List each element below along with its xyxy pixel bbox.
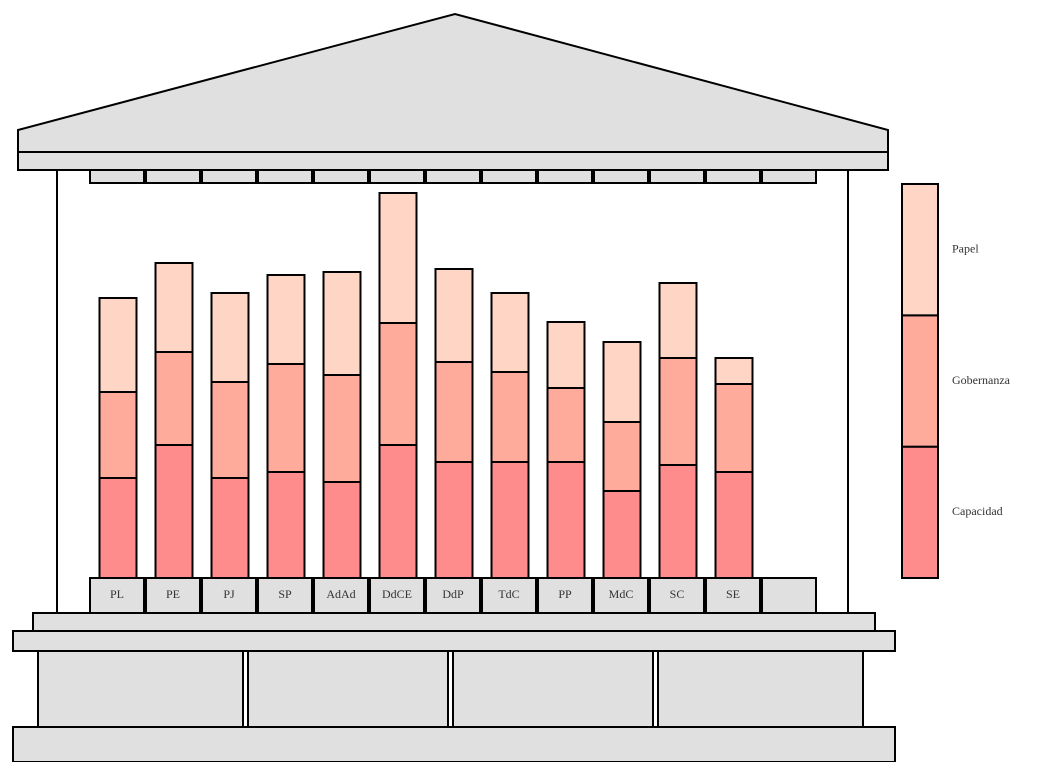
bar-segment — [210, 292, 250, 383]
frieze-block — [481, 169, 537, 184]
bar-segment — [266, 274, 306, 365]
frieze-block — [257, 169, 313, 184]
bar-segment — [98, 391, 138, 479]
step — [12, 630, 896, 652]
x-tick-label: SE — [726, 587, 740, 601]
bar-segment — [546, 321, 586, 389]
bar-segment — [490, 371, 530, 463]
base — [12, 726, 896, 762]
category-block — [705, 577, 761, 614]
bar-segment — [322, 271, 362, 376]
category-block — [649, 577, 705, 614]
bar-segment — [434, 361, 474, 463]
bar-segment — [714, 357, 754, 385]
category-block — [369, 577, 425, 614]
bar-segment — [546, 387, 586, 463]
category-block — [481, 577, 537, 614]
bar-segment — [490, 461, 530, 579]
bar-segment — [322, 374, 362, 483]
category-block — [425, 577, 481, 614]
x-tick-label: TdC — [498, 587, 519, 601]
bar-segment — [714, 383, 754, 473]
frieze-block — [761, 169, 817, 184]
bar-segment — [490, 292, 530, 373]
bar-segment — [154, 444, 194, 579]
category-block — [89, 577, 145, 614]
base-block — [247, 650, 449, 728]
bar-segment — [210, 381, 250, 479]
legend-swatch — [901, 314, 939, 448]
category-block — [593, 577, 649, 614]
x-tick-label: DdP — [442, 587, 464, 601]
bar-segment — [602, 421, 642, 492]
bar-segment — [602, 490, 642, 579]
category-block — [761, 577, 817, 614]
x-tick-label: SC — [670, 587, 685, 601]
bar-segment — [98, 297, 138, 393]
bar-segment — [602, 341, 642, 423]
bar-segment — [546, 461, 586, 579]
category-block — [201, 577, 257, 614]
bar-segment — [322, 481, 362, 579]
frieze-block — [313, 169, 369, 184]
base-block — [657, 650, 864, 728]
base-block — [37, 650, 244, 728]
x-tick-label: SP — [278, 587, 292, 601]
frieze-block — [649, 169, 705, 184]
bar-segment — [266, 363, 306, 473]
legend-swatch — [901, 445, 939, 579]
x-tick-label: MdC — [609, 587, 634, 601]
bar-segment — [434, 268, 474, 363]
roof — [17, 12, 889, 153]
category-block — [145, 577, 201, 614]
bar-segment — [658, 464, 698, 579]
frieze-block — [89, 169, 145, 184]
bar-segment — [714, 471, 754, 579]
bar-segment — [658, 282, 698, 359]
bar-segment — [434, 461, 474, 579]
bar-segment — [658, 357, 698, 466]
legend-label: Papel — [952, 241, 979, 255]
bar-segment — [378, 444, 418, 579]
category-block — [313, 577, 369, 614]
bar-segment — [98, 477, 138, 579]
category-block — [257, 577, 313, 614]
bar-segment — [378, 322, 418, 446]
legend-label: Gobernanza — [952, 373, 1011, 387]
frieze-block — [705, 169, 761, 184]
step — [32, 612, 876, 632]
x-tick-label: PJ — [223, 587, 235, 601]
x-tick-label: PE — [166, 587, 180, 601]
frieze-block — [369, 169, 425, 184]
legend-swatch — [901, 183, 939, 317]
bar-segment — [210, 477, 250, 579]
bar-segment — [378, 192, 418, 324]
bar-segment — [266, 471, 306, 579]
x-tick-label: DdCE — [382, 587, 412, 601]
frieze — [89, 169, 817, 184]
x-tick-label: PP — [558, 587, 572, 601]
frieze-block — [537, 169, 593, 184]
temple — [12, 12, 896, 762]
legend-label: Capacidad — [952, 504, 1003, 518]
base-block — [452, 650, 654, 728]
category-block — [537, 577, 593, 614]
frieze-block — [593, 169, 649, 184]
bar-segment — [154, 351, 194, 446]
frieze-block — [425, 169, 481, 184]
frieze-block — [145, 169, 201, 184]
x-tick-label: AdAd — [326, 587, 355, 601]
frieze-block — [201, 169, 257, 184]
x-tick-label: PL — [110, 587, 124, 601]
bar-segment — [154, 262, 194, 353]
architrave — [17, 151, 889, 171]
